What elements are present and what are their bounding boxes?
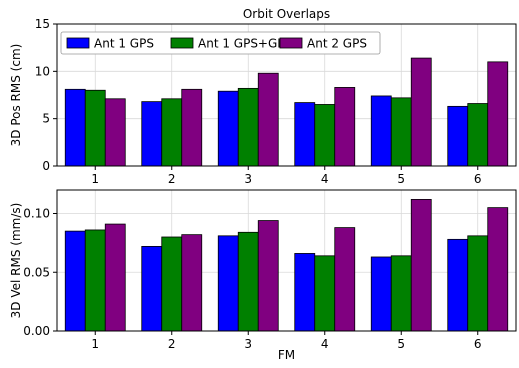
bar-ant-1-gps-fm3 (217, 235, 239, 332)
plot-frame (56, 23, 517, 167)
legend-label: Ant 1 GPS (94, 37, 154, 51)
bar-ant-2-gps-fm1 (104, 98, 126, 167)
bar-ant-1-gps-glo-fm3 (237, 231, 259, 332)
x-tick-label: 1 (91, 172, 99, 186)
bar-ant-1-gps-glo-fm4 (314, 104, 336, 167)
legend-label: Ant 2 GPS (307, 37, 367, 51)
legend-swatch-ant-2-gps (279, 37, 303, 49)
x-tick-label: 5 (397, 337, 405, 351)
bar-ant-1-gps-fm6 (447, 105, 469, 167)
x-tick-label: 3 (244, 172, 252, 186)
bar-ant-1-gps-fm3 (217, 90, 239, 167)
x-axis-label: FM (278, 348, 295, 362)
bar-ant-1-gps-fm5 (370, 95, 392, 167)
bar-ant-1-gps-fm2 (141, 101, 163, 167)
chart-panel-1: 0 5 10 15 1 2 3 4 5 6 3D Pos RMS (cm) Orbit Overlap… (9, 7, 517, 186)
bar-ant-1-gps-glo-fm1 (84, 89, 106, 167)
legend-swatch-ant-1-gps-glo (170, 37, 194, 49)
bar-ant-2-gps-fm4 (334, 87, 356, 167)
chart-panel-2: 0.00 0.05 0.10 1 2 3 4 5 6 3D Vel RMS (mm/s) FM (9, 189, 517, 362)
y-tick-label: 10 (35, 64, 50, 78)
bar-ant-1-gps-glo-fm6 (467, 103, 489, 167)
y-tick-label: 0 (42, 159, 50, 173)
x-tick-label: 3 (244, 337, 252, 351)
bar-ant-1-gps-fm4 (294, 253, 316, 332)
legend-box (60, 31, 381, 55)
bar-ant-1-gps-glo-fm5 (390, 97, 412, 167)
bar-ant-1-gps-glo-fm4 (314, 255, 336, 332)
bar-ant-2-gps-fm4 (334, 227, 356, 332)
bar-ant-1-gps-fm5 (370, 256, 392, 332)
legend-label: Ant 1 GPS+GLO (198, 37, 293, 51)
y-axis-label: 3D Vel RMS (mm/s) (9, 203, 23, 319)
y-tick-label: 5 (42, 112, 50, 126)
x-tick-label: 6 (474, 172, 482, 186)
bar-ant-2-gps-fm6 (487, 61, 509, 167)
plot-area (57, 190, 516, 331)
y-tick-label: 15 (35, 17, 50, 31)
bar-ant-1-gps-glo-fm6 (467, 235, 489, 332)
bar-ant-1-gps-glo-fm2 (161, 98, 183, 167)
plot-frame (56, 189, 517, 332)
x-tick-label: 6 (474, 337, 482, 351)
bar-ant-1-gps-fm1 (64, 230, 86, 332)
chart-title: Orbit Overlaps (243, 7, 330, 21)
y-axis-label: 3D Pos RMS (cm) (9, 44, 23, 147)
bar-ant-2-gps-fm1 (104, 223, 126, 332)
bar-ant-1-gps-glo-fm5 (390, 255, 412, 332)
bar-ant-1-gps-fm6 (447, 238, 469, 332)
y-tick-label: 0.00 (23, 324, 50, 338)
bar-ant-2-gps-fm5 (410, 57, 432, 167)
bar-ant-1-gps-glo-fm3 (237, 87, 259, 167)
bar-ant-2-gps-fm6 (487, 207, 509, 332)
y-tick-label: 0.10 (23, 207, 50, 221)
bar-ant-2-gps-fm2 (181, 234, 203, 332)
x-tick-label: 2 (168, 172, 176, 186)
bar-ant-2-gps-fm5 (410, 198, 432, 332)
bar-ant-1-gps-fm4 (294, 102, 316, 167)
y-tick-label: 0.05 (23, 265, 50, 279)
bar-ant-2-gps-fm3 (257, 72, 279, 167)
x-tick-label: 5 (397, 172, 405, 186)
bar-ant-1-gps-glo-fm1 (84, 229, 106, 332)
bar-ant-1-gps-fm2 (141, 245, 163, 332)
legend: Ant 1 GPS Ant 1 GPS+GLO Ant 2 GPS (60, 31, 381, 55)
x-tick-label: 4 (321, 172, 329, 186)
bar-ant-1-gps-fm1 (64, 88, 86, 167)
x-tick-label: 4 (321, 337, 329, 351)
bar-ant-1-gps-glo-fm2 (161, 236, 183, 332)
x-tick-label: 2 (168, 337, 176, 351)
bar-ant-2-gps-fm3 (257, 220, 279, 332)
legend-swatch-ant-1-gps (66, 37, 90, 49)
bar-ant-2-gps-fm2 (181, 88, 203, 167)
x-tick-label: 1 (91, 337, 99, 351)
